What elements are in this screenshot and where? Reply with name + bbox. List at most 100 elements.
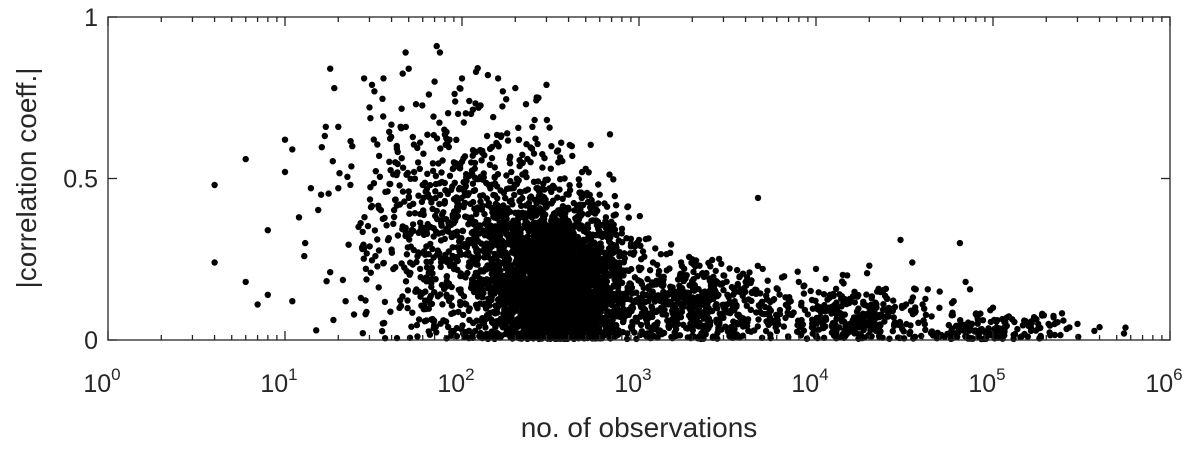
data-point [506, 160, 514, 167]
data-point [461, 153, 469, 160]
data-point [452, 254, 459, 261]
data-point [1045, 320, 1052, 328]
data-point [764, 287, 771, 294]
data-point [565, 283, 572, 290]
data-point [475, 323, 483, 330]
data-point [720, 272, 727, 279]
data-point [1091, 327, 1098, 335]
data-point [698, 270, 706, 277]
data-point [473, 286, 480, 293]
data-point [606, 171, 613, 178]
data-point [496, 263, 503, 270]
x-tick-label: 103 [614, 365, 651, 398]
data-point [956, 239, 964, 247]
data-point [820, 291, 828, 298]
data-point [987, 318, 995, 326]
data-point [490, 113, 497, 121]
data-point [451, 90, 458, 98]
data-point [877, 322, 884, 329]
data-point [490, 191, 497, 199]
data-point [639, 248, 647, 255]
data-point [539, 164, 546, 171]
data-point [718, 260, 725, 268]
data-point [643, 319, 651, 327]
data-point [430, 233, 437, 240]
data-point [979, 317, 987, 324]
data-point [281, 136, 289, 143]
data-point [689, 256, 696, 263]
data-point [515, 136, 523, 143]
data-point [1018, 333, 1025, 340]
data-point [546, 124, 553, 131]
data-point [416, 165, 423, 172]
data-point [747, 279, 754, 286]
data-point [670, 295, 678, 302]
data-point [591, 241, 598, 249]
data-point [478, 157, 485, 164]
data-point [543, 81, 550, 89]
data-point [637, 303, 645, 311]
data-point [530, 178, 538, 185]
data-point [798, 316, 805, 324]
data-point [655, 329, 662, 336]
data-point [371, 88, 378, 95]
x-axis-ticks: 100 101 102 103 104 105 106 [83, 17, 1183, 398]
data-point [439, 301, 446, 308]
data-point [457, 290, 465, 297]
data-point [428, 199, 435, 206]
data-point [441, 197, 448, 205]
data-point [876, 311, 883, 319]
data-point [392, 159, 399, 166]
data-point [570, 306, 578, 314]
data-point [342, 298, 349, 305]
data-point [472, 100, 479, 107]
data-point [464, 269, 471, 277]
data-point [406, 210, 413, 217]
data-point [393, 145, 401, 152]
data-point [863, 291, 870, 298]
data-point [548, 143, 555, 150]
data-point [720, 286, 727, 294]
data-point [928, 313, 935, 320]
data-point [601, 200, 608, 207]
data-point [695, 285, 702, 293]
data-point [414, 144, 421, 152]
data-point [499, 88, 506, 95]
data-point [541, 318, 549, 326]
data-point [879, 334, 886, 341]
data-point [972, 311, 979, 318]
data-point [410, 246, 417, 254]
data-point [295, 214, 303, 221]
data-point [746, 269, 753, 276]
data-point [881, 318, 888, 325]
data-point [417, 219, 424, 226]
data-point [503, 324, 510, 331]
data-point [1122, 324, 1129, 331]
data-point [375, 284, 382, 291]
data-point [763, 318, 770, 325]
data-point [702, 309, 709, 316]
data-point [449, 211, 456, 218]
data-point [828, 329, 836, 336]
data-point [587, 141, 594, 148]
data-point [577, 326, 584, 333]
data-point [460, 203, 467, 211]
data-point [747, 306, 754, 313]
data-point [419, 181, 426, 189]
data-point [539, 151, 546, 158]
data-point [399, 164, 407, 171]
data-point [500, 202, 507, 209]
data-point [372, 168, 379, 175]
data-point [976, 333, 983, 341]
data-point [642, 292, 650, 299]
data-point [563, 191, 570, 198]
data-point [557, 211, 565, 218]
data-point [345, 241, 352, 248]
data-point [529, 265, 536, 273]
data-point [611, 329, 618, 337]
data-point [866, 318, 873, 325]
data-point [551, 229, 558, 237]
data-point [883, 294, 890, 302]
data-point [502, 194, 509, 202]
data-point [627, 243, 635, 250]
